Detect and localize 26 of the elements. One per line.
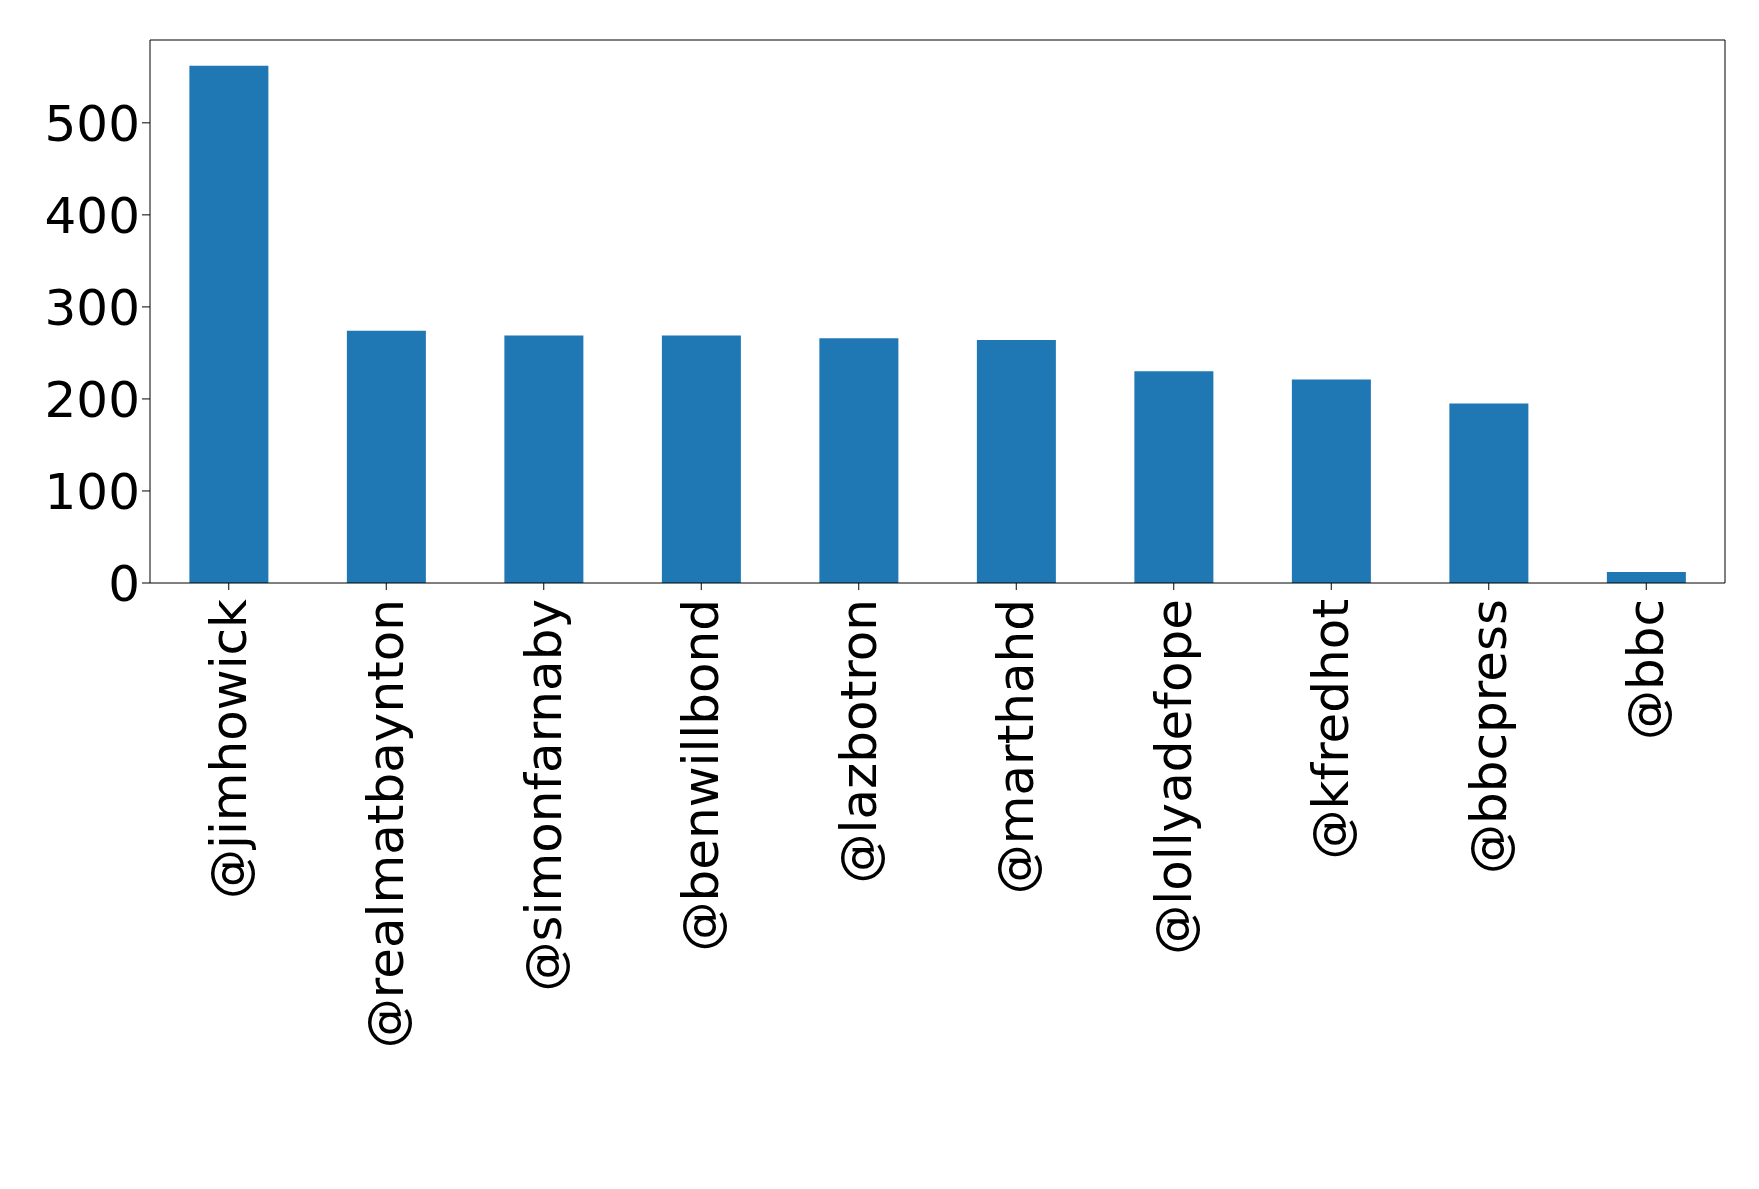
bar (189, 65, 269, 583)
bar (661, 335, 741, 583)
y-tick-label: 100 (44, 462, 140, 521)
bar (1449, 403, 1529, 583)
x-tick-label: @realmatbaynton (357, 599, 416, 1049)
x-tick-label: @lollyadefope (1144, 599, 1203, 955)
x-tick-label: @jimhowick (199, 598, 258, 899)
y-tick-label: 0 (108, 554, 140, 613)
bar (976, 340, 1056, 583)
x-tick-label: @kfredhot (1302, 599, 1361, 860)
bar (504, 335, 584, 583)
y-tick-label: 500 (44, 94, 140, 153)
bar (1291, 379, 1371, 583)
y-tick-label: 200 (44, 370, 140, 429)
bar (1606, 571, 1686, 583)
x-tick-label: @lazbotron (829, 599, 888, 884)
y-tick-label: 300 (44, 278, 140, 337)
x-tick-label: @bbcpress (1459, 599, 1518, 875)
bar (1134, 371, 1214, 583)
y-tick-label: 400 (44, 186, 140, 245)
x-tick-label: @bbc (1617, 599, 1676, 740)
bar (346, 330, 426, 583)
x-tick-label: @benwillbond (672, 599, 731, 952)
x-tick-label: @simonfarnaby (514, 599, 573, 992)
x-tick-label: @marthahd (987, 599, 1046, 895)
bar (819, 338, 899, 583)
